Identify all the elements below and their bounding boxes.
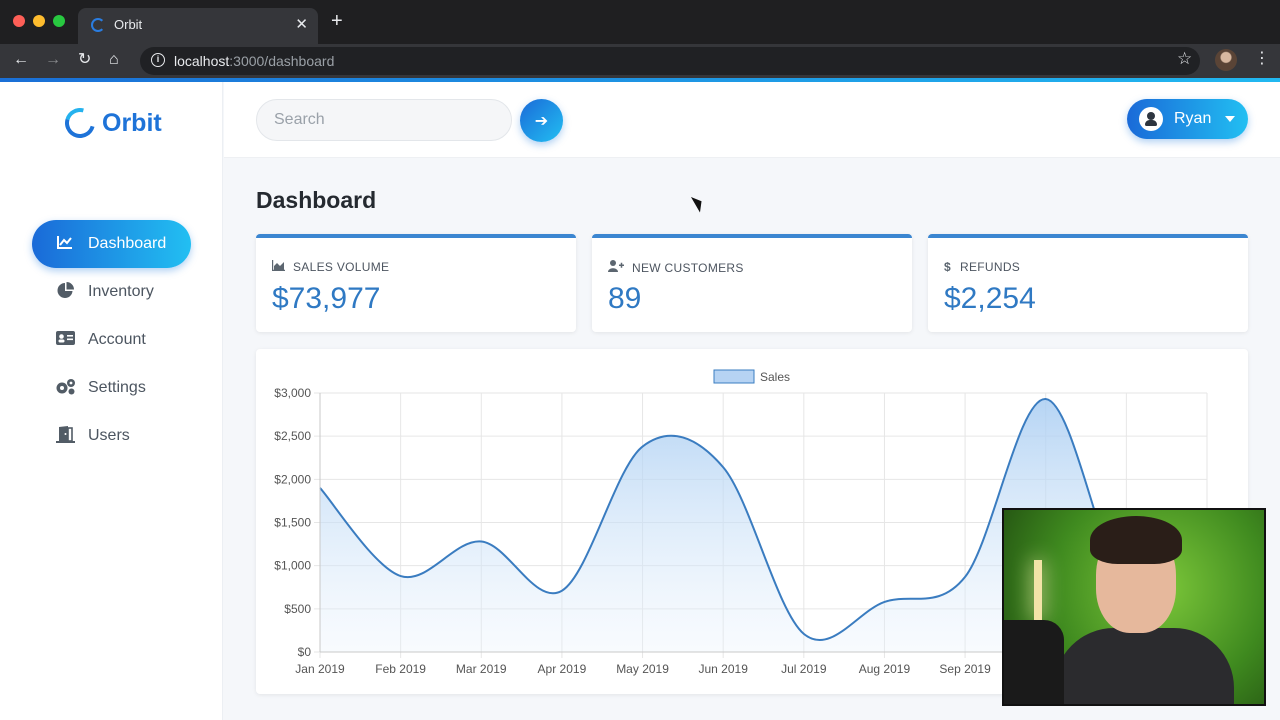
y-tick-label: $0: [298, 645, 312, 659]
sales-volume-card: SALES VOLUME $73,977: [256, 234, 576, 332]
search-input[interactable]: [256, 99, 512, 141]
y-tick-label: $2,000: [274, 472, 311, 486]
sidebar-item-label: Inventory: [88, 283, 154, 300]
card-value: 89: [608, 282, 642, 315]
orbit-logo-icon: [59, 102, 101, 144]
sales-chart: $0 $500 $1,000 $1,500 $2,000 $2,500 $3,000 Jan …: [274, 369, 1208, 676]
browser-toolbar: ← → ↻ ⌂ i localhost:3000/dashboard: [0, 44, 1280, 78]
card-label: SALES VOLUME: [293, 260, 390, 274]
reload-icon[interactable]: ↻: [78, 51, 92, 68]
logo-text: Orbit: [102, 109, 162, 137]
x-tick-label: Mar 2019: [456, 662, 507, 676]
close-window-icon[interactable]: [13, 15, 25, 27]
x-tick-label: May 2019: [616, 662, 669, 676]
x-tick-label: Apr 2019: [538, 662, 587, 676]
sidebar-item-dashboard[interactable]: Dashboard: [32, 220, 191, 268]
dollar-icon: $: [944, 260, 951, 274]
url-path: :3000/dashboard: [229, 53, 335, 69]
pie-chart-icon: [54, 281, 76, 303]
sidebar: Orbit: [0, 82, 223, 720]
tab-title: Orbit: [114, 17, 143, 32]
x-tick-label: Feb 2019: [375, 662, 426, 676]
sidebar-item-users[interactable]: Users: [32, 412, 191, 460]
mouse-cursor-icon: [690, 193, 707, 213]
url-text: localhost:3000/dashboard: [174, 53, 334, 69]
chart-line-icon: [54, 235, 76, 253]
arrow-right-icon: ➔: [534, 112, 549, 130]
x-tick-label: Jun 2019: [698, 662, 748, 676]
microphone-icon: [1004, 620, 1064, 704]
refunds-card: $ REFUNDS $2,254: [928, 234, 1248, 332]
sidebar-item-label: Dashboard: [88, 235, 167, 252]
x-tick-label: Sep 2019: [939, 662, 991, 676]
address-bar[interactable]: i localhost:3000/dashboard: [140, 47, 1200, 75]
tab-close-icon[interactable]: ✕: [295, 16, 308, 33]
id-card-icon: [54, 331, 76, 349]
door-icon: [54, 425, 76, 447]
gears-icon: [54, 378, 76, 399]
page-title: Dashboard: [256, 187, 377, 213]
y-tick-label: $1,500: [274, 516, 311, 530]
browser-menu-icon[interactable]: ⋮: [1254, 50, 1270, 67]
sidebar-item-label: Settings: [88, 379, 146, 396]
site-info-icon[interactable]: i: [151, 53, 165, 67]
area-chart-icon: [271, 260, 286, 274]
user-name: Ryan: [1174, 110, 1212, 127]
sidebar-item-inventory[interactable]: Inventory: [32, 268, 191, 316]
x-tick-label: Jul 2019: [781, 662, 827, 676]
card-value: $73,977: [272, 282, 381, 315]
sales-series-line: [319, 398, 1208, 642]
header-accent-line: [0, 78, 1280, 82]
card-label: NEW CUSTOMERS: [632, 260, 744, 275]
top-header: ➔ Ryan: [224, 82, 1280, 158]
webcam-overlay: [1002, 508, 1266, 706]
back-icon[interactable]: ←: [13, 51, 29, 68]
search-submit-button[interactable]: ➔: [520, 99, 563, 142]
y-tick-label: $1,000: [274, 559, 311, 573]
user-menu-button[interactable]: Ryan: [1127, 99, 1248, 139]
y-tick-label: $2,500: [274, 429, 311, 443]
card-label: REFUNDS: [960, 260, 1021, 274]
y-tick-label: $3,000: [274, 386, 311, 400]
legend-label: Sales: [760, 370, 790, 384]
user-avatar-icon: [1139, 107, 1163, 131]
bookmark-star-icon[interactable]: ☆: [1177, 49, 1193, 68]
x-tick-label: Jan 2019: [295, 662, 345, 676]
minimize-window-icon[interactable]: [33, 15, 45, 27]
browser-profile-avatar[interactable]: [1215, 49, 1237, 71]
sidebar-item-settings[interactable]: Settings: [32, 364, 191, 412]
sidebar-item-label: Users: [88, 427, 130, 444]
sidebar-item-account[interactable]: Account: [32, 316, 191, 364]
sales-area-fill: [320, 399, 1207, 652]
sidebar-item-label: Account: [88, 331, 146, 348]
url-host: localhost: [174, 53, 230, 69]
user-plus-icon: [608, 260, 625, 275]
forward-icon[interactable]: →: [45, 51, 61, 68]
y-tick-label: $500: [284, 602, 311, 616]
home-icon[interactable]: ⌂: [109, 51, 119, 68]
orbit-favicon-icon: [91, 18, 105, 32]
browser-tab-bar: Orbit ✕ +: [0, 0, 1280, 44]
maximize-window-icon[interactable]: [53, 15, 65, 27]
new-customers-card: NEW CUSTOMERS 89: [592, 234, 912, 332]
new-tab-button[interactable]: +: [331, 10, 343, 32]
chevron-down-icon: [1225, 116, 1236, 122]
x-tick-label: Aug 2019: [859, 662, 911, 676]
browser-tab[interactable]: Orbit ✕: [78, 8, 318, 44]
card-value: $2,254: [944, 282, 1036, 315]
legend-swatch: [713, 369, 755, 384]
